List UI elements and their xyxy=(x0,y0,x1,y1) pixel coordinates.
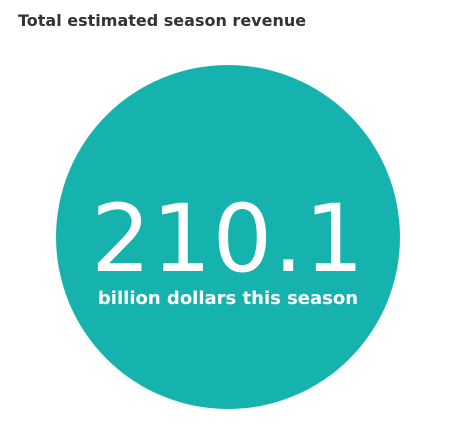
kpi-unit-label: billion dollars this season xyxy=(97,288,359,309)
chart-title: Total estimated season revenue xyxy=(18,11,307,30)
kpi-circle: 210.1 billion dollars this season xyxy=(56,65,400,409)
kpi-value: 210.1 xyxy=(90,185,366,294)
